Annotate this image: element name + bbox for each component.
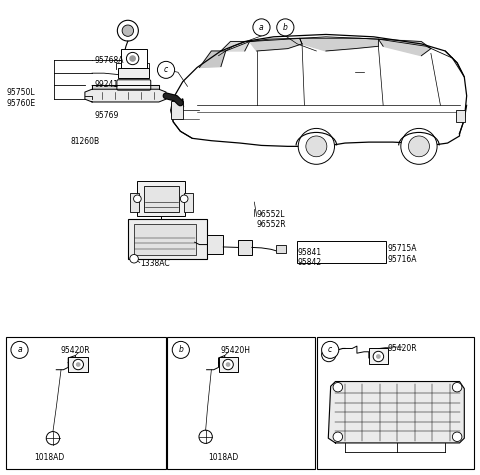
Circle shape: [376, 354, 381, 359]
Polygon shape: [378, 39, 431, 56]
FancyBboxPatch shape: [117, 80, 151, 90]
Circle shape: [180, 195, 188, 202]
Polygon shape: [445, 51, 464, 77]
Circle shape: [322, 348, 336, 361]
Text: a: a: [259, 23, 264, 32]
Circle shape: [325, 352, 332, 358]
Circle shape: [452, 432, 462, 441]
Text: 1018AD: 1018AD: [208, 453, 239, 462]
Circle shape: [306, 136, 327, 157]
Polygon shape: [300, 38, 378, 51]
Text: 95768A: 95768A: [95, 56, 124, 65]
Circle shape: [452, 382, 462, 392]
Bar: [297, 241, 385, 264]
Text: 95841
95842: 95841 95842: [297, 247, 322, 267]
Text: a: a: [17, 345, 22, 354]
Bar: [68, 357, 88, 372]
Bar: [369, 349, 388, 364]
Circle shape: [277, 19, 294, 36]
Circle shape: [401, 128, 437, 164]
Circle shape: [46, 432, 60, 445]
Circle shape: [130, 255, 138, 263]
Bar: [206, 235, 223, 254]
Text: c: c: [328, 345, 332, 354]
Circle shape: [157, 61, 175, 78]
Text: c: c: [164, 66, 168, 75]
Circle shape: [126, 52, 139, 65]
Text: 96552L
96552R: 96552L 96552R: [257, 210, 287, 229]
Text: 95420H: 95420H: [220, 346, 250, 355]
Polygon shape: [92, 86, 159, 89]
Bar: [134, 224, 196, 255]
Bar: [118, 68, 149, 78]
Bar: [456, 110, 465, 122]
Text: 1018AD: 1018AD: [34, 453, 64, 462]
Text: 99241: 99241: [95, 79, 119, 88]
Bar: [238, 240, 252, 255]
Polygon shape: [199, 51, 226, 67]
Circle shape: [73, 359, 84, 370]
Circle shape: [322, 342, 339, 359]
Polygon shape: [85, 89, 166, 102]
Circle shape: [226, 362, 230, 367]
Bar: [171, 101, 183, 119]
Bar: [137, 181, 185, 216]
Bar: [168, 337, 315, 469]
Bar: [144, 186, 180, 211]
Circle shape: [133, 195, 141, 202]
Bar: [128, 218, 206, 259]
Circle shape: [172, 342, 190, 359]
Circle shape: [199, 430, 212, 443]
Text: b: b: [179, 345, 183, 354]
Text: 95769: 95769: [95, 111, 119, 120]
Circle shape: [373, 352, 384, 361]
Circle shape: [122, 25, 133, 36]
Circle shape: [253, 19, 270, 36]
Polygon shape: [250, 38, 302, 51]
Polygon shape: [221, 41, 250, 51]
Circle shape: [333, 382, 343, 392]
Bar: [130, 193, 139, 211]
Text: 95420R: 95420R: [387, 344, 417, 353]
Bar: [184, 193, 193, 211]
Bar: [317, 337, 474, 469]
Circle shape: [129, 55, 136, 62]
Bar: [276, 245, 286, 253]
Polygon shape: [328, 381, 464, 443]
Circle shape: [117, 20, 138, 41]
Text: 95750L
95760E: 95750L 95760E: [6, 88, 36, 108]
Bar: [6, 337, 166, 469]
Circle shape: [223, 359, 233, 370]
Text: 1338AC: 1338AC: [140, 259, 169, 268]
Text: 95715A
95716A: 95715A 95716A: [388, 244, 418, 264]
Bar: [120, 48, 147, 67]
Circle shape: [408, 136, 430, 157]
Text: b: b: [283, 23, 288, 32]
Circle shape: [11, 342, 28, 359]
Text: 95420R: 95420R: [60, 346, 90, 355]
Circle shape: [76, 362, 81, 367]
Circle shape: [298, 128, 335, 164]
Circle shape: [333, 432, 343, 441]
Text: 81260B: 81260B: [71, 137, 100, 146]
Bar: [218, 357, 238, 372]
